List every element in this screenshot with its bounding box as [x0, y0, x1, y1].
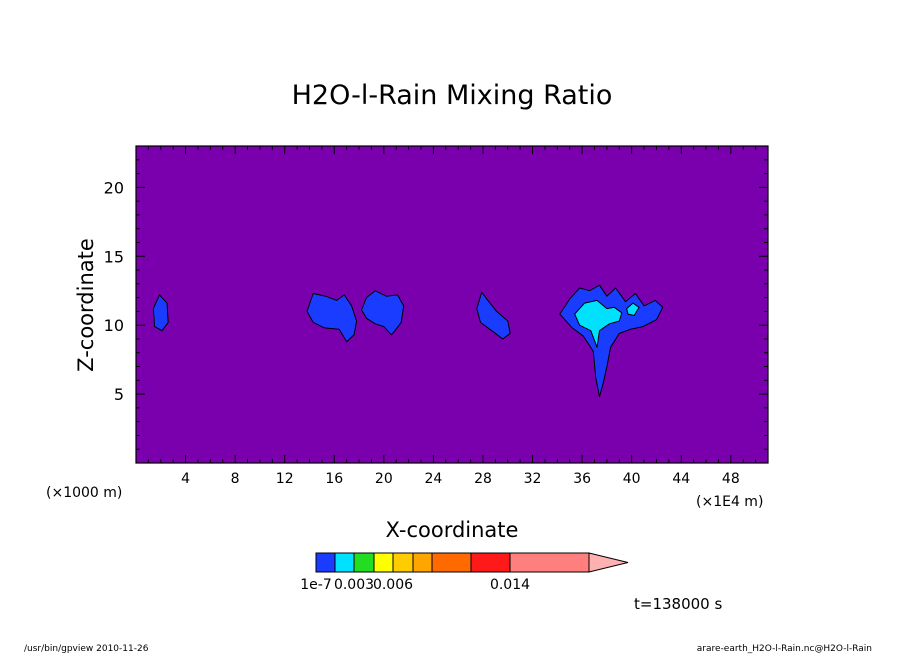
- colorbar-swatch: [412, 552, 433, 573]
- colorbar-label: 0.003: [334, 577, 374, 593]
- y-axis-label: Z-coordinate: [74, 238, 98, 372]
- x-tick-label: 36: [573, 471, 591, 487]
- y-tick-label: 5: [114, 385, 124, 404]
- colorbar-label: 0.006: [373, 577, 413, 593]
- x-tick-label: 4: [181, 471, 190, 487]
- y-tick-label: 15: [104, 247, 124, 266]
- x-axis-ticks: 4 8 12 16 20 24 28 32 36 40 44 48: [147, 146, 757, 487]
- contour-cell-4: [476, 291, 511, 340]
- contour-cell-2: [306, 293, 358, 343]
- x-tick-label: 20: [375, 471, 393, 487]
- x-tick-label: 44: [672, 471, 690, 487]
- y-tick-label: 10: [104, 316, 124, 335]
- chart-title: H2O-l-Rain Mixing Ratio: [292, 80, 613, 111]
- colorbar: [315, 552, 629, 573]
- x-tick-label: 28: [474, 471, 492, 487]
- x-tick-label: 12: [276, 471, 294, 487]
- colorbar-swatch: [373, 552, 394, 573]
- x-tick-label: 40: [623, 471, 641, 487]
- plot-background: [135, 145, 769, 464]
- contour-cell-3: [361, 290, 405, 336]
- y-axis-ticks: 5 10 15 20: [104, 159, 768, 450]
- x-tick-label: 8: [231, 471, 240, 487]
- time-label: t=138000 s: [634, 595, 722, 613]
- colorbar-extend-arrow: [588, 552, 629, 573]
- plot-frame: [135, 145, 769, 464]
- colorbar-label: 1e-7: [300, 577, 331, 593]
- colorbar-swatch: [470, 552, 511, 573]
- colorbar-swatch: [509, 552, 590, 573]
- footer-left: /usr/bin/gpview 2010-11-26: [24, 644, 149, 654]
- y-tick-label: 20: [104, 178, 124, 197]
- colorbar-swatch: [315, 552, 336, 573]
- contour-cell-5-core: [574, 299, 623, 348]
- colorbar-swatch: [334, 552, 355, 573]
- contour-regions: [152, 284, 664, 398]
- x-tick-label: 24: [424, 471, 442, 487]
- colorbar-swatch: [353, 552, 375, 573]
- x-tick-label: 32: [524, 471, 542, 487]
- x-unit-right: (×1E4 m): [696, 494, 763, 510]
- footer-right: arare-earth_H2O-l-Rain.nc@H2O-l-Rain: [697, 644, 872, 654]
- x-tick-label: 16: [325, 471, 343, 487]
- colorbar-label: 0.014: [490, 577, 530, 593]
- contour-cell-1: [152, 294, 169, 332]
- colorbar-swatch: [431, 552, 472, 573]
- x-tick-label: 48: [722, 471, 740, 487]
- x-unit-left: (×1000 m): [46, 485, 122, 501]
- contour-cell-5-core-2: [626, 302, 640, 316]
- x-axis-label: X-coordinate: [386, 518, 519, 542]
- colorbar-swatch: [392, 552, 414, 573]
